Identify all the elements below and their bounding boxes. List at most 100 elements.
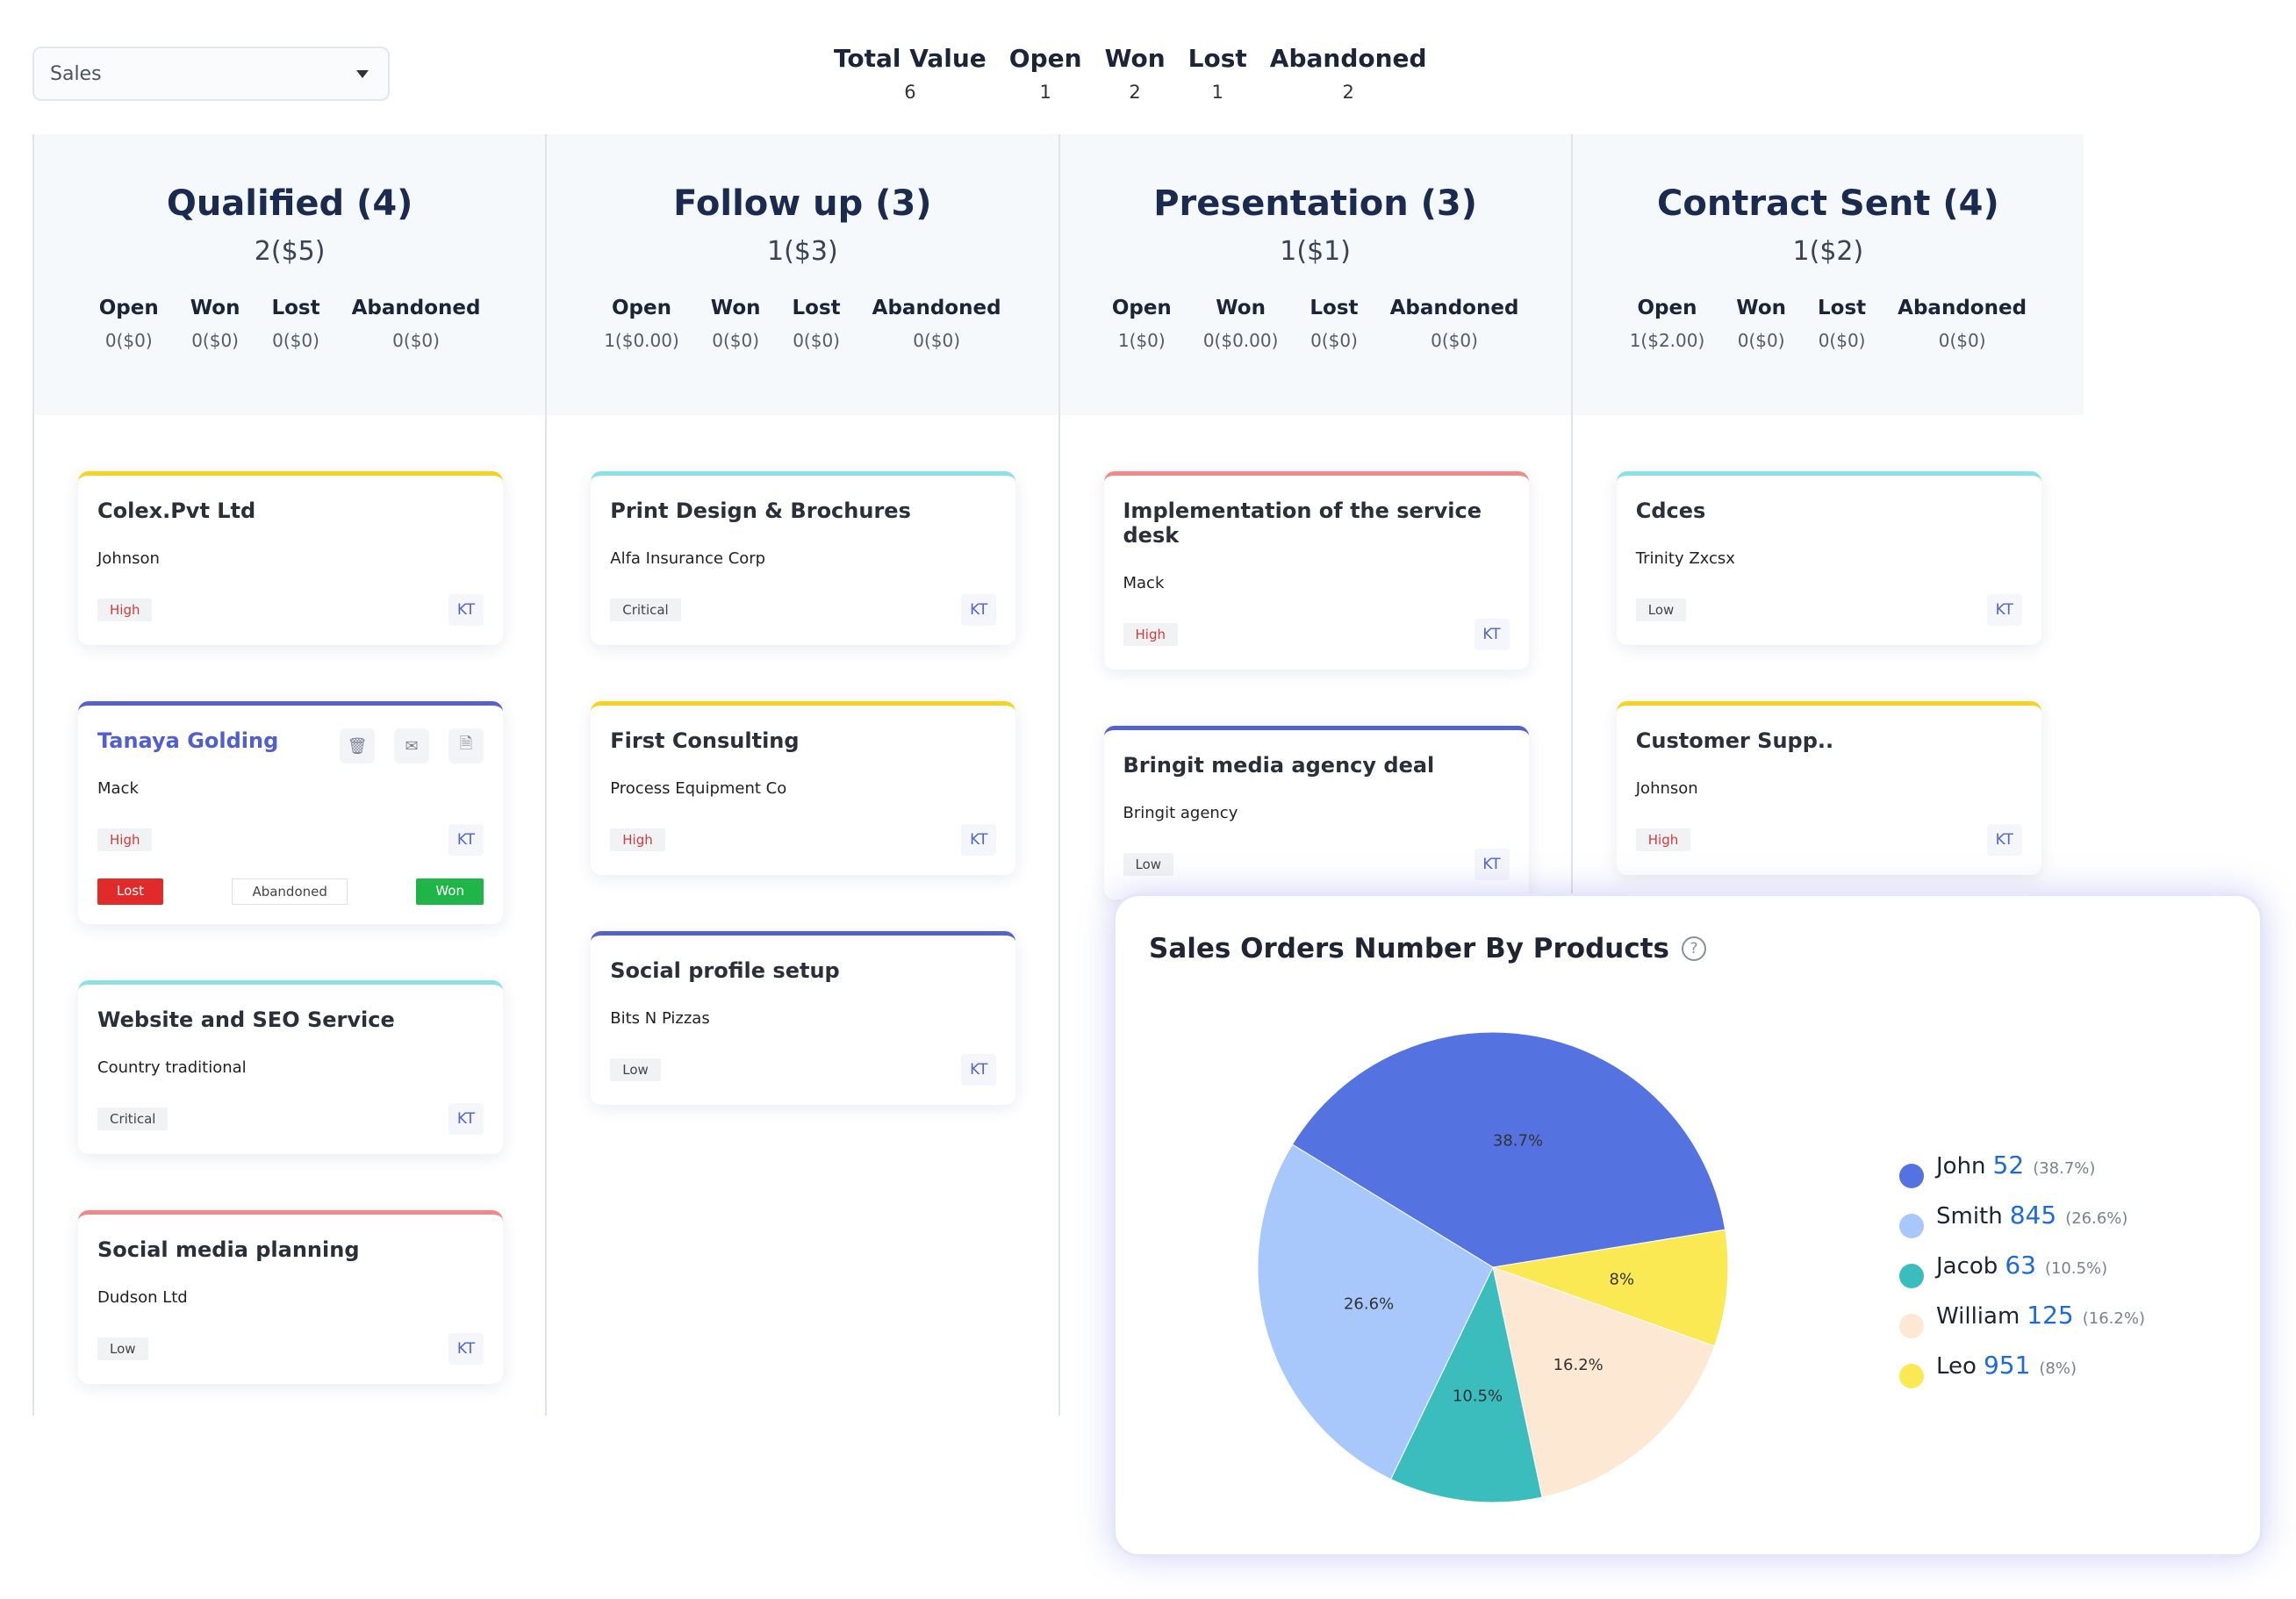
summary-abandoned: Abandoned 2 <box>1270 44 1427 103</box>
deal-title: Customer Supp.. <box>1635 728 1834 753</box>
won-button[interactable]: Won <box>416 878 484 905</box>
deal-card[interactable]: Tanaya Golding 🗑 ✉ 🗎 Mack High KT Lost A… <box>78 701 503 924</box>
deal-card[interactable]: Cdces Trinity Zxcsx Low KT <box>1616 471 2041 645</box>
chart-title-text: Sales Orders Number By Products <box>1149 933 1669 964</box>
column-stat-value: 1($0.00) <box>604 330 679 351</box>
deal-card[interactable]: Social profile setup Bits N Pizzas Low K… <box>591 931 1016 1105</box>
owner-avatar[interactable]: KT <box>961 824 997 856</box>
deal-card[interactable]: Implementation of the service desk Mack … <box>1103 471 1529 670</box>
priority-badge: High <box>1635 828 1691 851</box>
deal-company: Johnson <box>1635 779 1698 798</box>
column-stat-abandoned: Abandoned 0($0) <box>1898 297 2027 351</box>
column-stats: Open 0($0) Won 0($0) Lost 0($0) Abandone… <box>34 297 545 351</box>
column-title: Contract Sent (4) <box>1656 183 1999 224</box>
pie-slice-william[interactable] <box>1492 1266 1716 1498</box>
deal-card[interactable]: Customer Supp.. Johnson High KT <box>1616 701 2041 875</box>
column-title: Follow up (3) <box>673 183 932 224</box>
priority-badge: Critical <box>97 1108 169 1130</box>
lost-button[interactable]: Lost <box>97 878 163 905</box>
legend-value: 951 <box>1983 1351 2031 1380</box>
owner-avatar[interactable]: KT <box>961 594 997 626</box>
legend-name: Leo <box>1936 1353 1977 1380</box>
column-stats: Open 1($2.00) Won 0($0) Lost 0($0) Aband… <box>1573 297 2084 351</box>
column-stat-label: Open <box>98 297 159 319</box>
column-stat-label: Open <box>1111 297 1172 319</box>
deal-title: Social profile setup <box>610 958 840 983</box>
column-stat-open: Open 1($0) <box>1112 297 1172 351</box>
owner-avatar[interactable]: KT <box>1474 849 1510 880</box>
deal-company: Bits N Pizzas <box>610 1009 710 1028</box>
trash-icon[interactable]: 🗑 <box>340 728 375 764</box>
column-stat-label: Lost <box>792 297 841 319</box>
deal-company: Process Equipment Co <box>610 779 787 798</box>
pie-slice-smith[interactable] <box>1257 1144 1494 1481</box>
deal-title: Implementation of the service desk <box>1123 498 1482 548</box>
owner-avatar[interactable]: KT <box>448 594 484 626</box>
owner-avatar[interactable]: KT <box>448 1103 484 1135</box>
pipeline-summary: Total Value 6 Open 1 Won 2 Lost 1 Abando… <box>834 44 1427 103</box>
legend-swatch <box>1899 1313 1924 1338</box>
column-stat-won: Won 0($0) <box>1736 297 1786 351</box>
legend-item[interactable]: John 52 (38.7%) <box>1899 1151 2145 1201</box>
deal-company: Alfa Insurance Corp <box>610 549 766 568</box>
summary-won: Won 2 <box>1105 44 1166 103</box>
owner-avatar[interactable]: KT <box>1474 619 1510 650</box>
owner-avatar[interactable]: KT <box>1986 824 2022 856</box>
column-stats: Open 1($0.00) Won 0($0) Lost 0($0) Aband… <box>547 297 1058 351</box>
pie-slice-jacob[interactable] <box>1390 1266 1543 1503</box>
deal-card[interactable]: Bringit media agency deal Bringit agency… <box>1103 726 1529 900</box>
pie-slice-leo[interactable] <box>1492 1229 1729 1347</box>
priority-badge: High <box>610 828 665 851</box>
pipeline-select-value: Sales <box>50 62 102 85</box>
column-stat-label: Won <box>710 297 761 319</box>
document-icon[interactable]: 🗎 <box>448 728 484 764</box>
legend-swatch <box>1899 1163 1924 1188</box>
column-stat-abandoned: Abandoned 0($0) <box>352 297 481 351</box>
deal-card[interactable]: First Consulting Process Equipment Co Hi… <box>591 701 1016 875</box>
deal-card[interactable]: Website and SEO Service Country traditio… <box>78 980 503 1154</box>
owner-avatar[interactable]: KT <box>961 1054 997 1086</box>
column-stat-label: Won <box>1736 297 1787 319</box>
summary-lost: Lost 1 <box>1188 44 1247 103</box>
deal-card[interactable]: Print Design & Brochures Alfa Insurance … <box>591 471 1016 645</box>
pie-slice-label: 16.2% <box>1553 1356 1604 1374</box>
caret-down-icon <box>356 69 369 78</box>
column-stat-value: 0($0) <box>104 330 153 351</box>
column-value: 1($1) <box>1280 236 1351 267</box>
mail-icon[interactable]: ✉ <box>394 728 429 764</box>
deal-title: Social media planning <box>97 1237 360 1262</box>
summary-label: Open <box>1008 44 1082 73</box>
column-stat-label: Won <box>190 297 240 319</box>
priority-badge: High <box>1123 623 1178 646</box>
column-stat-label: Open <box>1637 297 1697 319</box>
column-value: 1($3) <box>767 236 838 267</box>
column-header: Contract Sent (4) 1($2) Open 1($2.00) Wo… <box>1572 134 2084 415</box>
pipeline-select[interactable]: Sales <box>32 47 390 101</box>
legend-item[interactable]: Smith 845 (26.6%) <box>1899 1201 2145 1251</box>
owner-avatar[interactable]: KT <box>448 824 484 856</box>
deal-card[interactable]: Colex.Pvt Ltd Johnson High KT <box>78 471 503 645</box>
legend-item[interactable]: William 125 (16.2%) <box>1899 1301 2145 1351</box>
legend-item[interactable]: Leo 951 (8%) <box>1899 1351 2145 1401</box>
abandoned-button[interactable]: Abandoned <box>232 878 348 905</box>
legend-percent: (10.5%) <box>2044 1259 2108 1278</box>
column-stat-value: 0($0) <box>1737 330 1785 351</box>
column-stats: Open 1($0) Won 0($0.00) Lost 0($0) Aband… <box>1060 297 1571 351</box>
deal-title: Print Design & Brochures <box>610 498 911 523</box>
summary-label: Total Value <box>834 44 987 73</box>
owner-avatar[interactable]: KT <box>448 1333 484 1365</box>
column-header: Presentation (3) 1($1) Open 1($0) Won 0(… <box>1059 134 1571 415</box>
priority-badge: High <box>97 599 153 621</box>
column-stat-lost: Lost 0($0) <box>1309 297 1358 351</box>
deal-card[interactable]: Social media planning Dudson Ltd Low KT <box>78 1210 503 1384</box>
help-icon[interactable]: ? <box>1681 936 1706 961</box>
column-stat-label: Open <box>611 297 671 319</box>
priority-badge: Low <box>97 1337 148 1360</box>
pie-slice-john[interactable] <box>1291 1031 1726 1268</box>
deal-title[interactable]: Tanaya Golding <box>97 728 279 753</box>
column-stat-value: 0($0) <box>1310 330 1358 351</box>
deal-title: Bringit media agency deal <box>1123 753 1435 778</box>
owner-avatar[interactable]: KT <box>1986 594 2022 626</box>
legend-item[interactable]: Jacob 63 (10.5%) <box>1899 1251 2145 1301</box>
deal-company: Johnson <box>97 549 160 568</box>
